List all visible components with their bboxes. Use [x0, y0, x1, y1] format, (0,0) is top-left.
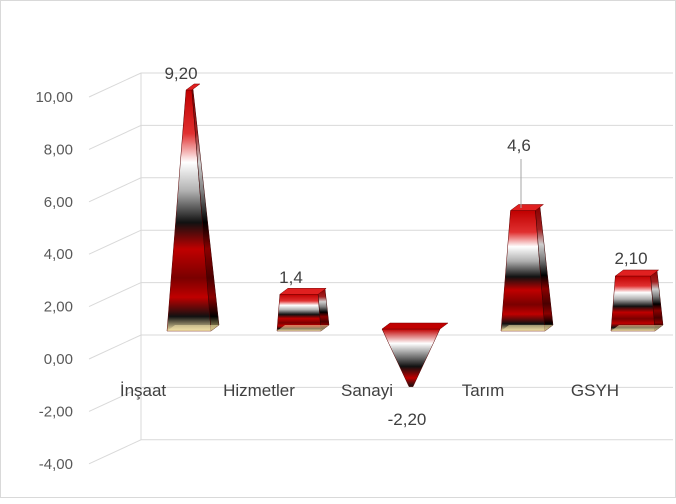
data-label: 2,10: [614, 249, 647, 268]
gridline: [88, 334, 673, 360]
x-category-label: Tarım: [462, 381, 505, 400]
data-label: 9,20: [164, 64, 197, 83]
x-category-label: İnşaat: [120, 381, 167, 400]
y-tick-label: 4,00: [44, 246, 73, 263]
data-labels: 9,20 1,4 -2,20 4,6 2,10: [164, 64, 647, 429]
y-tick-label: 0,00: [44, 351, 73, 368]
bar-base: [277, 325, 329, 331]
bar-base: [501, 325, 553, 331]
bar-base: [611, 325, 663, 331]
y-tick-label: 10,00: [35, 89, 73, 106]
data-label: -2,20: [388, 410, 427, 429]
gridline: [88, 439, 673, 465]
y-axis: 10,00 8,00 6,00 4,00 2,00 0,00 -2,00 -4,00: [35, 89, 73, 473]
y-tick-label: -4,00: [39, 456, 73, 473]
bar-top: [279, 288, 327, 295]
bar-top: [381, 322, 449, 330]
x-category-label: Sanayi: [341, 381, 393, 400]
bars: [166, 83, 664, 387]
bar-base: [167, 325, 219, 331]
bar-top: [185, 83, 201, 91]
y-tick-label: -2,00: [39, 403, 73, 420]
bar-top: [509, 204, 545, 211]
gridline: [88, 177, 673, 203]
data-label: 1,4: [279, 268, 303, 287]
bar: [381, 328, 441, 387]
y-tick-label: 6,00: [44, 194, 73, 211]
x-category-label: GSYH: [571, 381, 619, 400]
gridline: [88, 124, 673, 150]
bar: [610, 275, 656, 332]
data-label: 4,6: [507, 136, 531, 155]
bar-top: [614, 269, 660, 277]
x-axis: İnşaat Hizmetler Sanayi Tarım GSYH: [120, 381, 619, 400]
y-tick-label: 8,00: [44, 141, 73, 158]
y-tick-label: 2,00: [44, 299, 73, 316]
gridlines: [88, 72, 673, 465]
x-category-label: Hizmetler: [223, 381, 295, 400]
